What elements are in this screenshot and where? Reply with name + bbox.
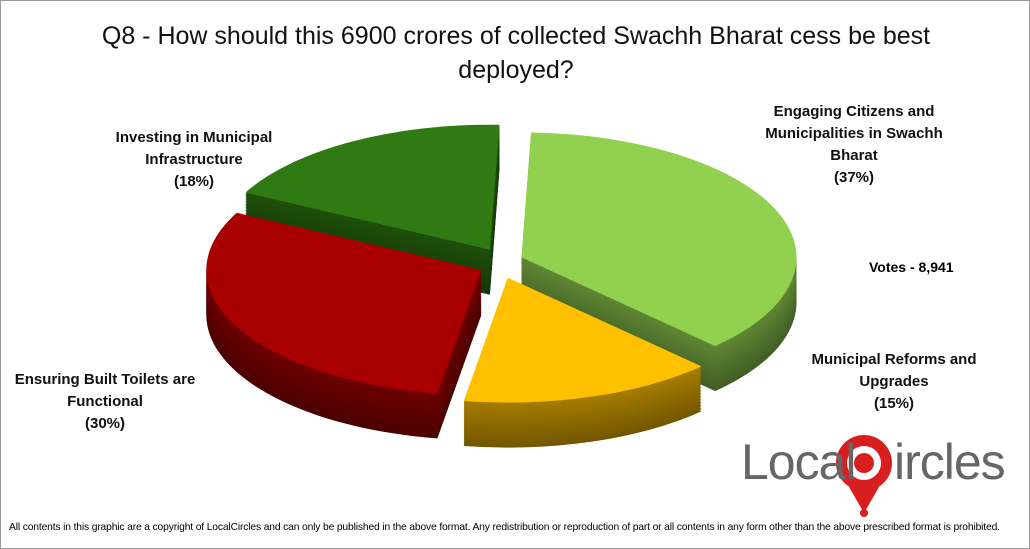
- slice: [206, 212, 482, 394]
- logo-text: ircles: [894, 434, 1006, 490]
- slice: [245, 124, 500, 250]
- value-label: (30%): [84, 415, 125, 432]
- footer: All contents in this graphic are a copyr…: [9, 522, 1000, 533]
- value-label: (15%): [873, 395, 914, 412]
- value-label: (18%): [173, 173, 214, 190]
- category-label: Ensuring Built Toilets are Functional: [14, 371, 196, 410]
- pie: [206, 124, 797, 448]
- value-label: (37%): [833, 169, 874, 186]
- slice: [463, 277, 702, 403]
- logo-text: Local: [741, 434, 857, 490]
- annotation: Votes - 8,941: [869, 259, 954, 275]
- slice-label: Engaging Citizens and Municipalities in …: [754, 101, 954, 189]
- chart-title: Q8 - How should this 6900 crores of coll…: [101, 22, 931, 84]
- slice-label: Investing in Municipal Infrastructure (18…: [104, 127, 284, 193]
- slice: [521, 132, 797, 347]
- slice-label: Ensuring Built Toilets are Functional (30…: [5, 369, 205, 435]
- category-label: Engaging Citizens and Municipalities in …: [765, 103, 943, 164]
- category-label: Investing in Municipal Infrastructure: [115, 129, 273, 168]
- category-label: Municipal Reforms and Upgrades: [811, 351, 977, 390]
- slice-label: Municipal Reforms and Upgrades (15%): [789, 349, 999, 415]
- logo-pin: [836, 435, 892, 517]
